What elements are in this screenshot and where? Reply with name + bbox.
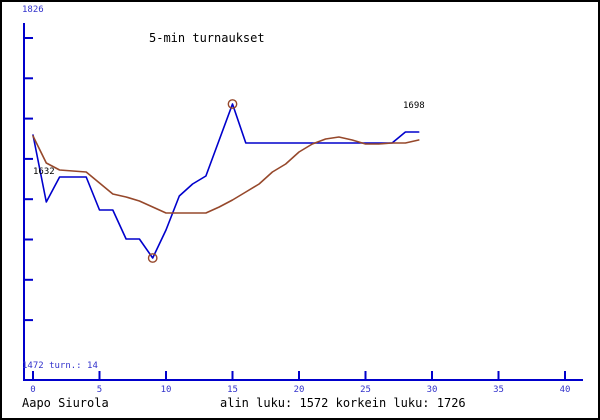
x-tick-label: 10	[161, 385, 172, 395]
min-max-summary: alin luku: 1572 korkein luku: 1726	[220, 396, 466, 410]
max-marker	[227, 99, 238, 109]
x-tick-label: 0	[30, 385, 35, 395]
min-marker	[147, 253, 158, 263]
y-axis-bottom-label: 1472 turn.: 14	[22, 361, 98, 371]
start-value-label: 1632	[33, 167, 55, 177]
x-tick-label: 5	[97, 385, 102, 395]
end-value-label: 1698	[403, 101, 425, 111]
x-tick-label: 15	[227, 385, 238, 395]
x-tick-label: 20	[294, 385, 305, 395]
rating-blue-line	[32, 103, 420, 259]
chart-title: 5-min turnaukset	[149, 31, 265, 45]
x-tick-label: 35	[493, 385, 504, 395]
x-tick-label: 30	[427, 385, 438, 395]
trend-brown-line	[32, 135, 420, 214]
x-tick-label: 25	[360, 385, 371, 395]
y-axis-top-label: 1826	[22, 5, 44, 15]
player-name: Aapo Siurola	[22, 396, 109, 410]
x-tick-label: 40	[560, 385, 571, 395]
